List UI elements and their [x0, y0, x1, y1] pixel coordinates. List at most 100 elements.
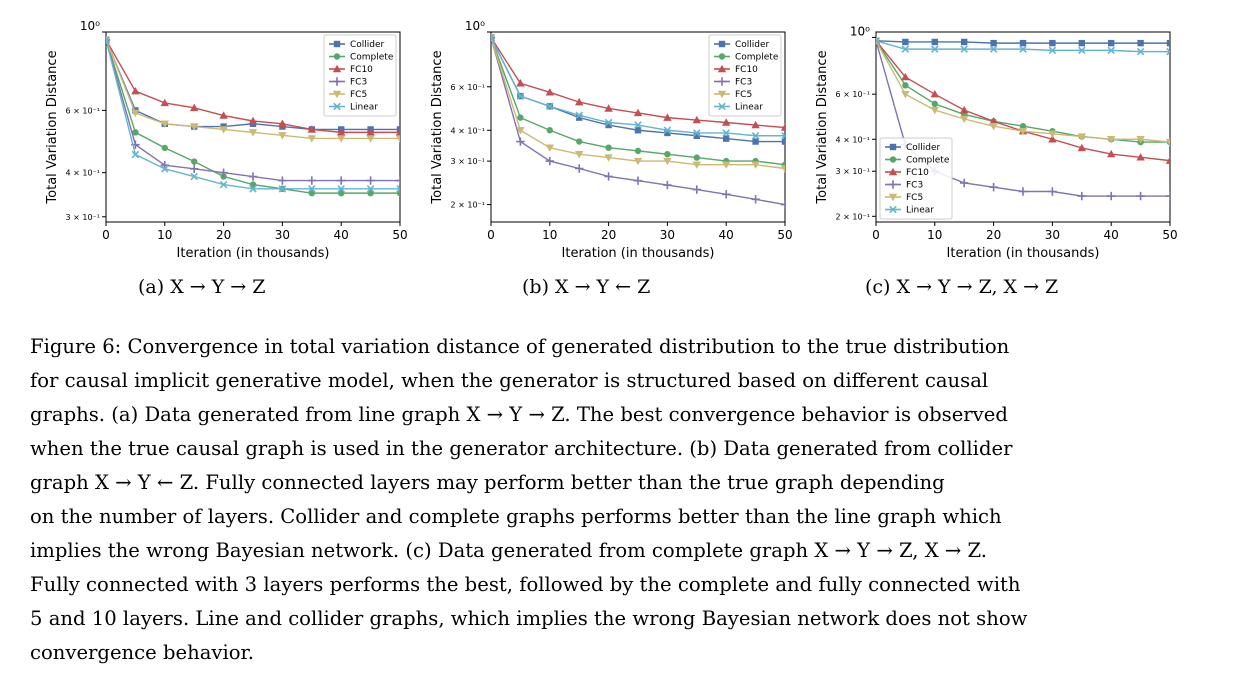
legend-marker	[717, 90, 727, 99]
series-linear	[106, 36, 400, 193]
data-point	[1107, 191, 1116, 201]
series-fc10	[106, 35, 400, 136]
legend-box	[879, 137, 953, 220]
data-point	[902, 82, 909, 89]
x-tick-label: 0	[102, 228, 110, 242]
x-axis-label: Iteration (in thousands)	[947, 246, 1100, 261]
data-point	[876, 37, 880, 45]
data-point	[576, 114, 583, 121]
caption-line: for causal implicit generative model, wh…	[30, 369, 989, 392]
data-point	[517, 114, 524, 121]
legend-label: Complete	[906, 156, 950, 166]
caption-line: when the true causal graph is used in th…	[30, 437, 1013, 460]
subcaption-b: (b) X → Y ← Z	[522, 276, 651, 298]
data-point	[1165, 191, 1170, 201]
y-tick-label: 6 × 10⁻¹	[451, 83, 486, 92]
data-point	[902, 38, 909, 46]
legend-label: Linear	[350, 103, 378, 113]
data-point	[337, 135, 346, 143]
y-axis-label: Total Variation Distance	[430, 50, 445, 204]
data-point	[1137, 39, 1144, 47]
data-point	[989, 117, 998, 125]
data-point	[307, 176, 316, 185]
data-point	[990, 39, 997, 47]
data-point	[664, 150, 671, 158]
data-point	[278, 176, 287, 185]
caption-line: on the number of layers. Collider and co…	[30, 505, 1002, 528]
x-tick-label: 10	[542, 228, 557, 242]
y-tick-label: 3 × 10⁻¹	[66, 213, 101, 222]
data-point	[106, 35, 111, 45]
data-point	[604, 118, 613, 127]
data-point	[545, 144, 554, 152]
data-point	[1077, 133, 1086, 141]
y-tick-label: 4 × 10⁻¹	[66, 169, 101, 178]
data-point	[337, 176, 346, 185]
data-point	[989, 45, 998, 53]
data-point	[1019, 122, 1027, 130]
data-point	[663, 126, 672, 135]
legend-marker	[889, 205, 897, 214]
data-point	[131, 150, 140, 159]
chart-panel-a: 0 10 20 30 40 50 10⁰ 6 × 10⁻¹ 4 × 10⁻¹ 3 × 10⁻¹ It…	[40, 0, 440, 275]
legend-marker	[888, 180, 898, 189]
data-point	[395, 135, 400, 143]
y-tick-label: 6 × 10⁻¹	[66, 106, 101, 115]
chart-panel-b: 0 10 20 30 40 50 10⁰ 6 × 10⁻¹ 4 × 10⁻¹ 3 × 10⁻¹ 2 …	[425, 0, 825, 275]
x-tick-label: 10	[157, 228, 172, 242]
data-point	[692, 161, 701, 169]
series-fc3	[491, 33, 785, 209]
data-point	[1166, 47, 1170, 56]
series-fc10	[491, 33, 785, 131]
data-point	[545, 88, 554, 96]
legend-marker	[333, 102, 341, 111]
y-tick-label: 3 × 10⁻¹	[836, 167, 871, 176]
data-point	[1049, 39, 1056, 47]
series-complete	[106, 36, 400, 197]
legend-marker	[333, 53, 341, 60]
data-point	[278, 119, 287, 127]
data-point	[1018, 128, 1028, 136]
y-tick-label: 6 × 10⁻¹	[836, 90, 871, 99]
data-point	[960, 115, 969, 124]
data-point	[491, 33, 495, 42]
data-point	[960, 105, 969, 114]
data-point	[575, 111, 583, 120]
chart-panel-c: 0 10 20 30 40 50 10⁰ 6 × 10⁻¹ 4 × 10⁻¹ 3 × 10⁻¹ 2 …	[810, 0, 1210, 275]
data-point	[307, 135, 316, 143]
legend-marker	[718, 102, 726, 111]
data-point	[248, 172, 258, 181]
data-point	[219, 180, 228, 189]
data-point	[692, 115, 701, 124]
data-point	[1077, 143, 1086, 152]
chart-svg-c: 0 10 20 30 40 50 10⁰ 6 × 10⁻¹ 4 × 10⁻¹ 3 × 10⁻¹ 2 …	[815, 24, 1178, 261]
y-axis-label: Total Variation Distance	[815, 50, 830, 204]
data-point	[190, 172, 198, 181]
data-point	[1019, 39, 1027, 47]
data-point	[780, 165, 785, 173]
data-point	[960, 45, 968, 53]
data-point	[337, 128, 346, 136]
data-point	[693, 132, 700, 139]
y-tick-label: 4 × 10⁻¹	[836, 135, 871, 144]
x-tick-label: 20	[986, 228, 1001, 242]
x-tick-label: 0	[487, 228, 495, 242]
legend-label: FC5	[735, 90, 752, 100]
data-point	[751, 120, 760, 129]
subcaption-c: (c) X → Y → Z, X → Z	[865, 276, 1059, 298]
x-tick-label: 40	[1104, 228, 1119, 242]
data-point	[395, 176, 400, 185]
caption-line: Fully connected with 3 layers performs t…	[30, 573, 1021, 596]
y-axis-label: Total Variation Distance	[45, 50, 60, 204]
x-tick-label: 30	[275, 228, 290, 242]
data-point	[989, 182, 998, 192]
data-point	[160, 120, 169, 128]
data-point	[190, 164, 199, 174]
legend-label: FC3	[906, 181, 923, 191]
legend-label: FC5	[906, 193, 923, 203]
data-point	[693, 154, 700, 161]
data-point	[219, 168, 228, 177]
data-point	[931, 45, 939, 53]
data-point	[781, 131, 785, 140]
data-point	[633, 176, 643, 185]
